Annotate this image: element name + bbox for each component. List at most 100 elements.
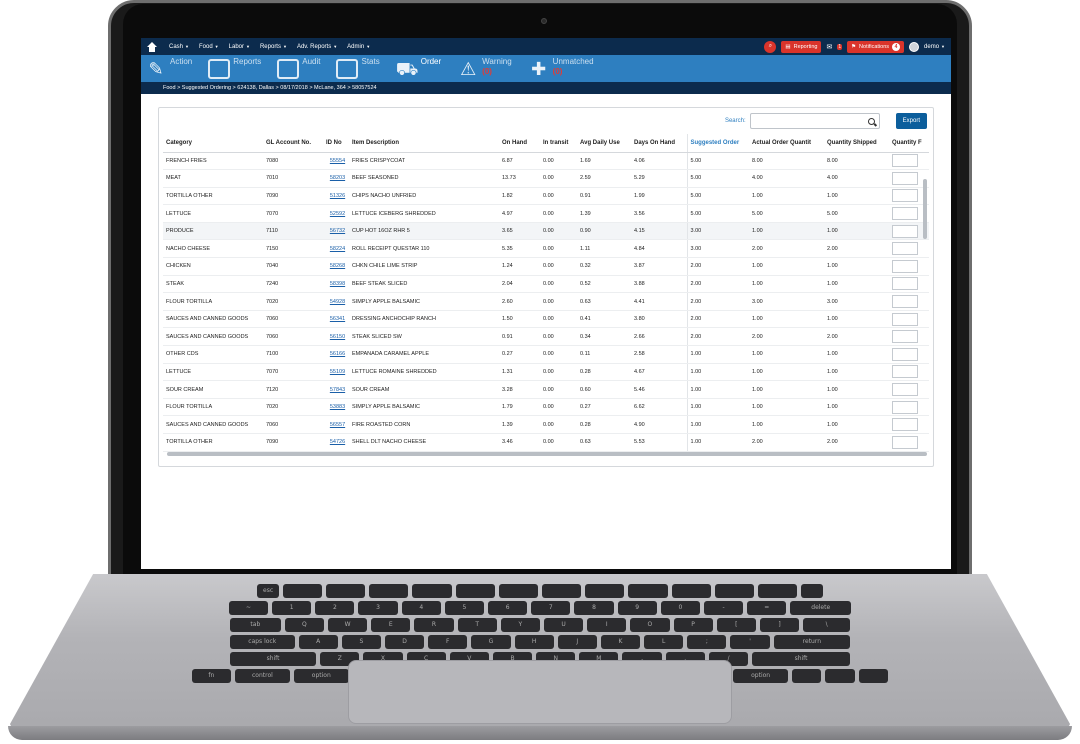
- column-header[interactable]: In transit: [540, 134, 577, 153]
- quantity-input[interactable]: [892, 154, 918, 168]
- quantity-input[interactable]: [892, 365, 918, 379]
- table-cell: 7070: [263, 363, 323, 382]
- notifications-button[interactable]: ⚑ Notifications 4: [847, 40, 905, 53]
- order-button[interactable]: ⛟ Order: [396, 55, 441, 82]
- menu-cash[interactable]: Cash ▼: [169, 44, 189, 50]
- item-id-link[interactable]: 56166: [323, 345, 349, 364]
- table-cell: 1.00: [824, 345, 889, 364]
- column-header[interactable]: Avg Daily Use: [577, 134, 631, 153]
- table-cell: 0.00: [540, 275, 577, 294]
- column-header[interactable]: Suggested Order: [686, 134, 749, 153]
- quantity-input[interactable]: [892, 224, 918, 238]
- keyboard-key: [858, 669, 889, 683]
- keyboard-key: [: [716, 618, 756, 632]
- user-menu[interactable]: demo ▼: [924, 44, 945, 50]
- quantity-input[interactable]: [892, 418, 918, 432]
- column-header[interactable]: Quantity F: [889, 134, 929, 153]
- horizontal-scrollbar[interactable]: [167, 452, 927, 456]
- breadcrumb: Food > Suggested Ordering > 624138, Dall…: [141, 82, 951, 94]
- quantity-input[interactable]: [892, 277, 918, 291]
- table-cell: 7080: [263, 152, 323, 171]
- item-id-link[interactable]: 55109: [323, 363, 349, 382]
- user-label: demo: [924, 43, 940, 50]
- quantity-input[interactable]: [892, 400, 918, 414]
- item-id-link[interactable]: 56732: [323, 222, 349, 241]
- table-cell: 1.79: [499, 398, 540, 417]
- column-header[interactable]: Category: [163, 134, 263, 153]
- item-id-link[interactable]: 54928: [323, 292, 349, 311]
- menu-food[interactable]: Food ▼: [199, 44, 219, 50]
- stats-monitor-icon: [336, 59, 359, 79]
- export-button[interactable]: Export: [895, 113, 927, 129]
- column-header[interactable]: Item Description: [349, 134, 499, 153]
- audit-button[interactable]: Audit: [277, 55, 320, 82]
- action-button[interactable]: ✎ Action: [145, 55, 192, 82]
- table-cell: 0.63: [577, 433, 631, 452]
- quantity-input[interactable]: [892, 347, 918, 361]
- quantity-input[interactable]: [892, 330, 918, 344]
- quantity-input[interactable]: [892, 295, 918, 309]
- warning-button[interactable]: ⚠ Warning (0): [457, 55, 512, 82]
- column-header[interactable]: ID No: [323, 134, 349, 153]
- vertical-scrollbar[interactable]: [923, 179, 927, 239]
- item-id-link[interactable]: 57843: [323, 380, 349, 399]
- table-row: SOUR CREAM 7120 57843 SOUR CREAM 3.28 0.00 0.6…: [163, 380, 929, 399]
- avatar[interactable]: [909, 41, 920, 52]
- table-cell: 4.90: [631, 415, 687, 434]
- item-id-link[interactable]: 58224: [323, 239, 349, 259]
- column-header[interactable]: On Hand: [499, 134, 540, 153]
- column-header[interactable]: Quantity Shipped: [824, 134, 889, 153]
- quantity-input[interactable]: [892, 207, 918, 221]
- menu-adv-reports[interactable]: Adv. Reports ▼: [297, 44, 337, 50]
- item-id-link[interactable]: 58398: [323, 275, 349, 294]
- unmatched-button[interactable]: ✚ Unmatched (0): [528, 55, 593, 82]
- quantity-input[interactable]: [892, 242, 918, 256]
- home-icon[interactable]: [147, 41, 157, 52]
- quantity-input[interactable]: [892, 189, 918, 203]
- keyboard-key: E: [371, 618, 411, 632]
- item-id-link[interactable]: 58203: [323, 169, 349, 188]
- column-header[interactable]: Days On Hand: [631, 134, 687, 153]
- menu-labor[interactable]: Labor ▼: [229, 44, 250, 50]
- item-id-link[interactable]: 51326: [323, 187, 349, 206]
- table-cell: 7060: [263, 415, 323, 434]
- table-cell: 0.00: [540, 433, 577, 452]
- table-cell: 1.00: [749, 398, 824, 417]
- column-header[interactable]: Actual Order Quantit: [749, 134, 824, 153]
- quantity-input[interactable]: [892, 435, 918, 449]
- chevron-down-icon: ▼: [366, 43, 371, 49]
- trackpad[interactable]: [348, 660, 732, 724]
- menu-admin[interactable]: Admin ▼: [347, 44, 370, 50]
- item-id-link[interactable]: 53883: [323, 398, 349, 417]
- quantity-input[interactable]: [892, 171, 918, 185]
- icon-toolbar: ✎ Action Reports Audit Stats ⛟ Orde: [141, 55, 951, 82]
- search-icon[interactable]: ⌕: [764, 40, 777, 53]
- table-cell: OTHER CDS: [163, 345, 263, 364]
- reports-button[interactable]: Reports: [208, 55, 261, 82]
- item-id-link[interactable]: 55554: [323, 152, 349, 171]
- stats-button[interactable]: Stats: [336, 55, 380, 82]
- table-cell: 7020: [263, 292, 323, 311]
- quantity-input[interactable]: [892, 383, 918, 397]
- item-id-link[interactable]: 58268: [323, 257, 349, 276]
- item-id-link[interactable]: 56341: [323, 310, 349, 329]
- quantity-input[interactable]: [892, 312, 918, 326]
- item-id-link[interactable]: 56150: [323, 327, 349, 347]
- mail-icon[interactable]: ✉: [826, 43, 833, 51]
- table-cell: 13.73: [499, 169, 540, 188]
- search-input[interactable]: [749, 113, 880, 129]
- table-cell: 5.00: [686, 169, 749, 188]
- column-header[interactable]: GL Account No.: [263, 134, 323, 153]
- stats-label: Stats: [361, 57, 380, 66]
- item-id-link[interactable]: 54726: [323, 433, 349, 452]
- reporting-button[interactable]: ▤ Reporting: [781, 40, 822, 53]
- keyboard-key: option: [293, 669, 349, 683]
- table-cell: TORTILLA OTHER: [163, 187, 263, 206]
- quantity-input[interactable]: [892, 259, 918, 273]
- table-cell: 1.00: [824, 398, 889, 417]
- item-id-link[interactable]: 56557: [323, 415, 349, 434]
- item-id-link[interactable]: 52592: [323, 204, 349, 223]
- chevron-down-icon: ▼: [246, 43, 250, 49]
- table-cell: 0.00: [540, 327, 577, 347]
- menu-reports[interactable]: Reports ▼: [260, 44, 287, 50]
